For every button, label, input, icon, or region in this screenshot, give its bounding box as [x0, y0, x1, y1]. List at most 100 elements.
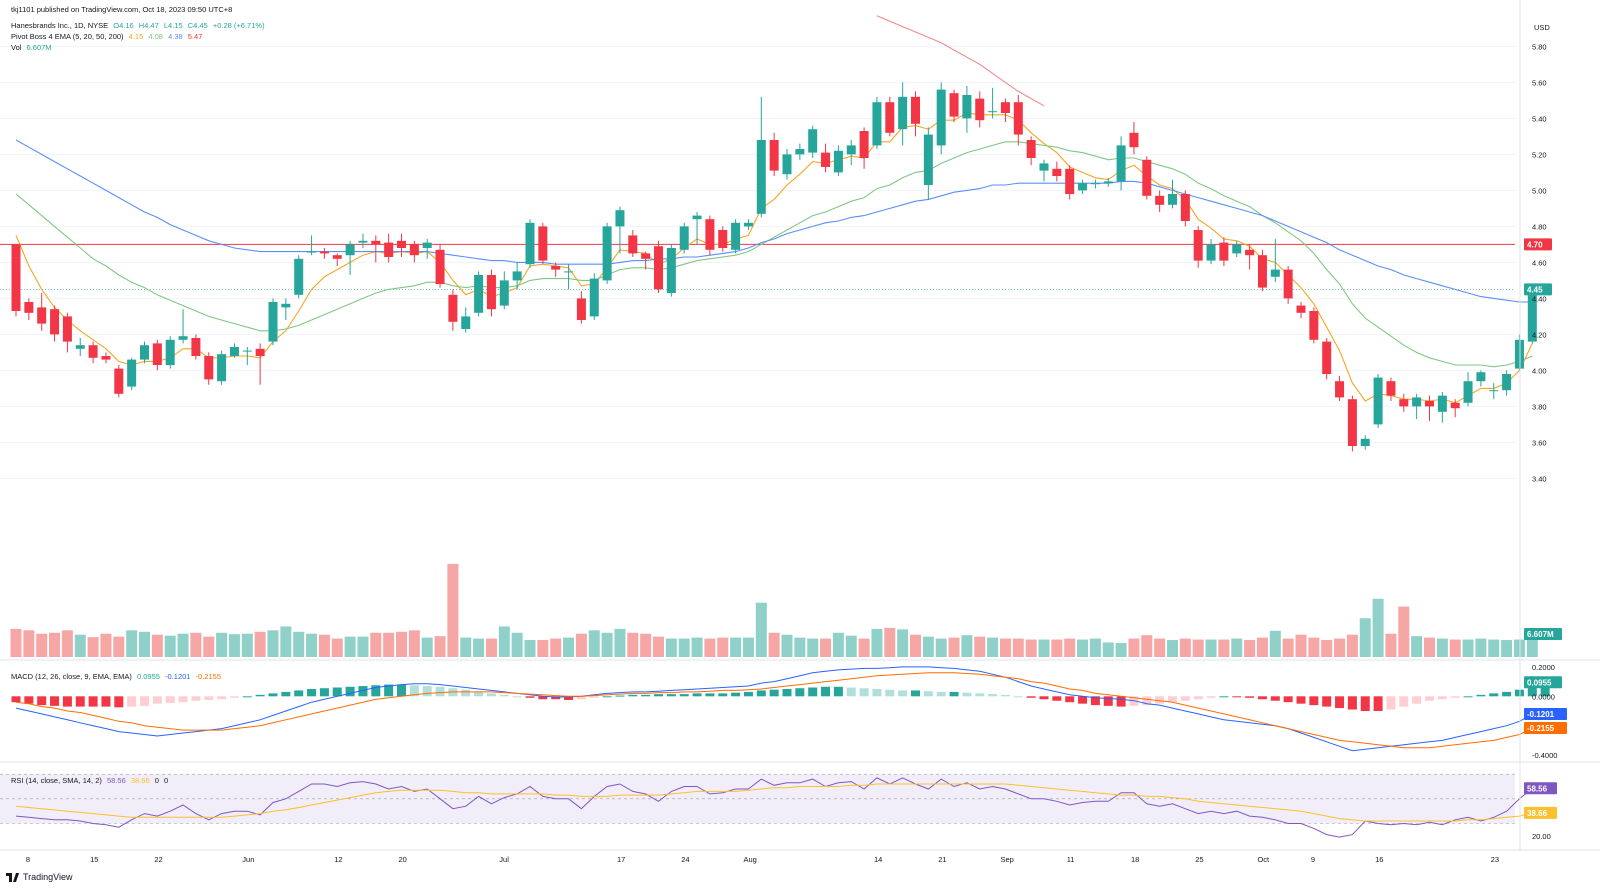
volume-bar — [87, 637, 99, 657]
macd-histogram-bar — [204, 696, 214, 700]
x-tick-label: 14 — [874, 855, 882, 864]
volume-bar — [280, 626, 292, 657]
macd-histogram-bar — [1257, 696, 1267, 700]
macd-histogram-bar — [1103, 696, 1113, 706]
macd-histogram-bar — [62, 696, 72, 707]
candle-body — [255, 348, 265, 356]
macd-histogram-bar — [718, 693, 728, 697]
candle-body — [602, 226, 612, 281]
rsi-legend[interactable]: RSI (14, close, SMA, 14, 2) 58.56 38.66 … — [11, 775, 171, 786]
volume-bar — [216, 632, 228, 657]
macd-histogram-bar — [50, 696, 60, 706]
candle-body — [936, 89, 946, 146]
rsi-upper-value: 0 — [154, 776, 159, 785]
volume-bar — [935, 638, 947, 657]
volume-bar — [1513, 639, 1525, 657]
candle-body — [1180, 194, 1190, 221]
candle-body — [782, 154, 792, 175]
candle-body — [62, 316, 72, 342]
volume-bar — [640, 633, 652, 657]
volume-bar — [1526, 639, 1538, 657]
candle-body — [1103, 181, 1113, 184]
candle-body — [705, 219, 715, 250]
candle-body — [24, 302, 34, 313]
macd-histogram-bar — [898, 690, 908, 697]
volume-bar — [832, 632, 844, 657]
macd-histogram-bar — [1514, 689, 1524, 697]
candle-body — [679, 226, 689, 250]
volume-bar — [408, 630, 420, 657]
price-tick-label: 5.00 — [1532, 186, 1547, 195]
volume-bar — [10, 628, 22, 657]
macd-tick-label: 0.0000 — [1532, 692, 1555, 701]
candle-body — [846, 145, 856, 155]
macd-histogram-bar — [936, 691, 946, 697]
tradingview-footer[interactable]: TradingView — [6, 872, 73, 882]
candle-body — [1347, 399, 1357, 446]
macd-histogram-bar — [397, 684, 406, 697]
volume-bar — [1436, 638, 1448, 657]
volume-bar — [987, 637, 999, 657]
macd-histogram-bar — [474, 691, 484, 697]
rsi-ma-tag: 38.66 — [1527, 809, 1548, 818]
rsi-main-line — [15, 777, 1533, 838]
macd-histogram-bar — [1000, 694, 1010, 697]
candle-body — [1296, 305, 1306, 313]
macd-histogram-bar — [795, 688, 805, 697]
volume-bar — [1475, 638, 1487, 657]
macd-macd-line — [15, 666, 1533, 752]
macd-histogram-bar — [615, 695, 625, 697]
x-tick-label: 12 — [334, 855, 342, 864]
candle-body — [1502, 374, 1512, 391]
ema20-value: 4.08 — [148, 32, 163, 41]
volume-bar — [23, 630, 35, 657]
candle-body — [140, 345, 149, 360]
macd-signal-tag-bg — [1524, 721, 1567, 734]
volume-bar — [203, 636, 215, 657]
macd-histogram-bar — [564, 696, 574, 700]
price-tick-label: 3.40 — [1532, 474, 1547, 483]
x-tick-label: 9 — [1311, 855, 1315, 864]
macd-histogram-bar — [345, 686, 355, 697]
volume-bar — [370, 632, 382, 657]
macd-histogram-bar — [358, 686, 368, 697]
macd-histogram-bar — [1155, 696, 1165, 704]
volume-bar — [537, 640, 549, 657]
candle-body — [1309, 311, 1319, 340]
volume-bar — [601, 632, 613, 657]
symbol-legend[interactable]: Hanesbrands Inc., 1D, NYSE O4.16 H4.47 L… — [11, 20, 268, 31]
macd-histogram-bar — [859, 688, 869, 697]
macd-histogram-bar — [114, 696, 124, 708]
macd-legend[interactable]: MACD (12, 26, close, 9, EMA, EMA) 0.0955… — [11, 671, 224, 682]
volume-bar — [1269, 630, 1281, 657]
candle-body — [435, 249, 445, 284]
candle-body — [1270, 269, 1280, 277]
macd-histogram-bar — [1322, 696, 1332, 707]
volume-bar — [1231, 638, 1243, 657]
volume-bar — [871, 628, 883, 657]
macd-histogram-bar — [24, 696, 34, 704]
volume-bar — [421, 637, 433, 657]
macd-histogram-bar — [165, 696, 175, 703]
volume-bar — [511, 632, 523, 657]
currency-label: USD — [1534, 23, 1550, 32]
macd-histogram-bar — [692, 693, 702, 697]
volume-bar — [383, 632, 395, 657]
candle-body — [949, 93, 959, 117]
ema-legend[interactable]: Pivot Boss 4 EMA (5, 20, 50, 200) 4.15 4… — [11, 31, 205, 42]
candle-body — [1335, 381, 1345, 398]
macd-histogram-bar — [731, 692, 741, 697]
x-tick-label: Oct — [1257, 855, 1270, 864]
vol-legend[interactable]: Vol 6.607M — [11, 42, 55, 53]
rsi-value-tag-bg — [1524, 782, 1557, 795]
candle-body — [1257, 255, 1267, 288]
x-tick-label: 16 — [1375, 855, 1383, 864]
macd-histogram-bar — [679, 694, 689, 697]
macd-histogram-bar — [769, 689, 779, 697]
volume-bar — [704, 638, 716, 657]
volume-bar — [331, 638, 343, 657]
x-tick-label: 15 — [90, 855, 98, 864]
candle-body — [127, 359, 137, 387]
macd-histogram-bar — [422, 686, 432, 697]
candle-body — [1090, 183, 1100, 185]
